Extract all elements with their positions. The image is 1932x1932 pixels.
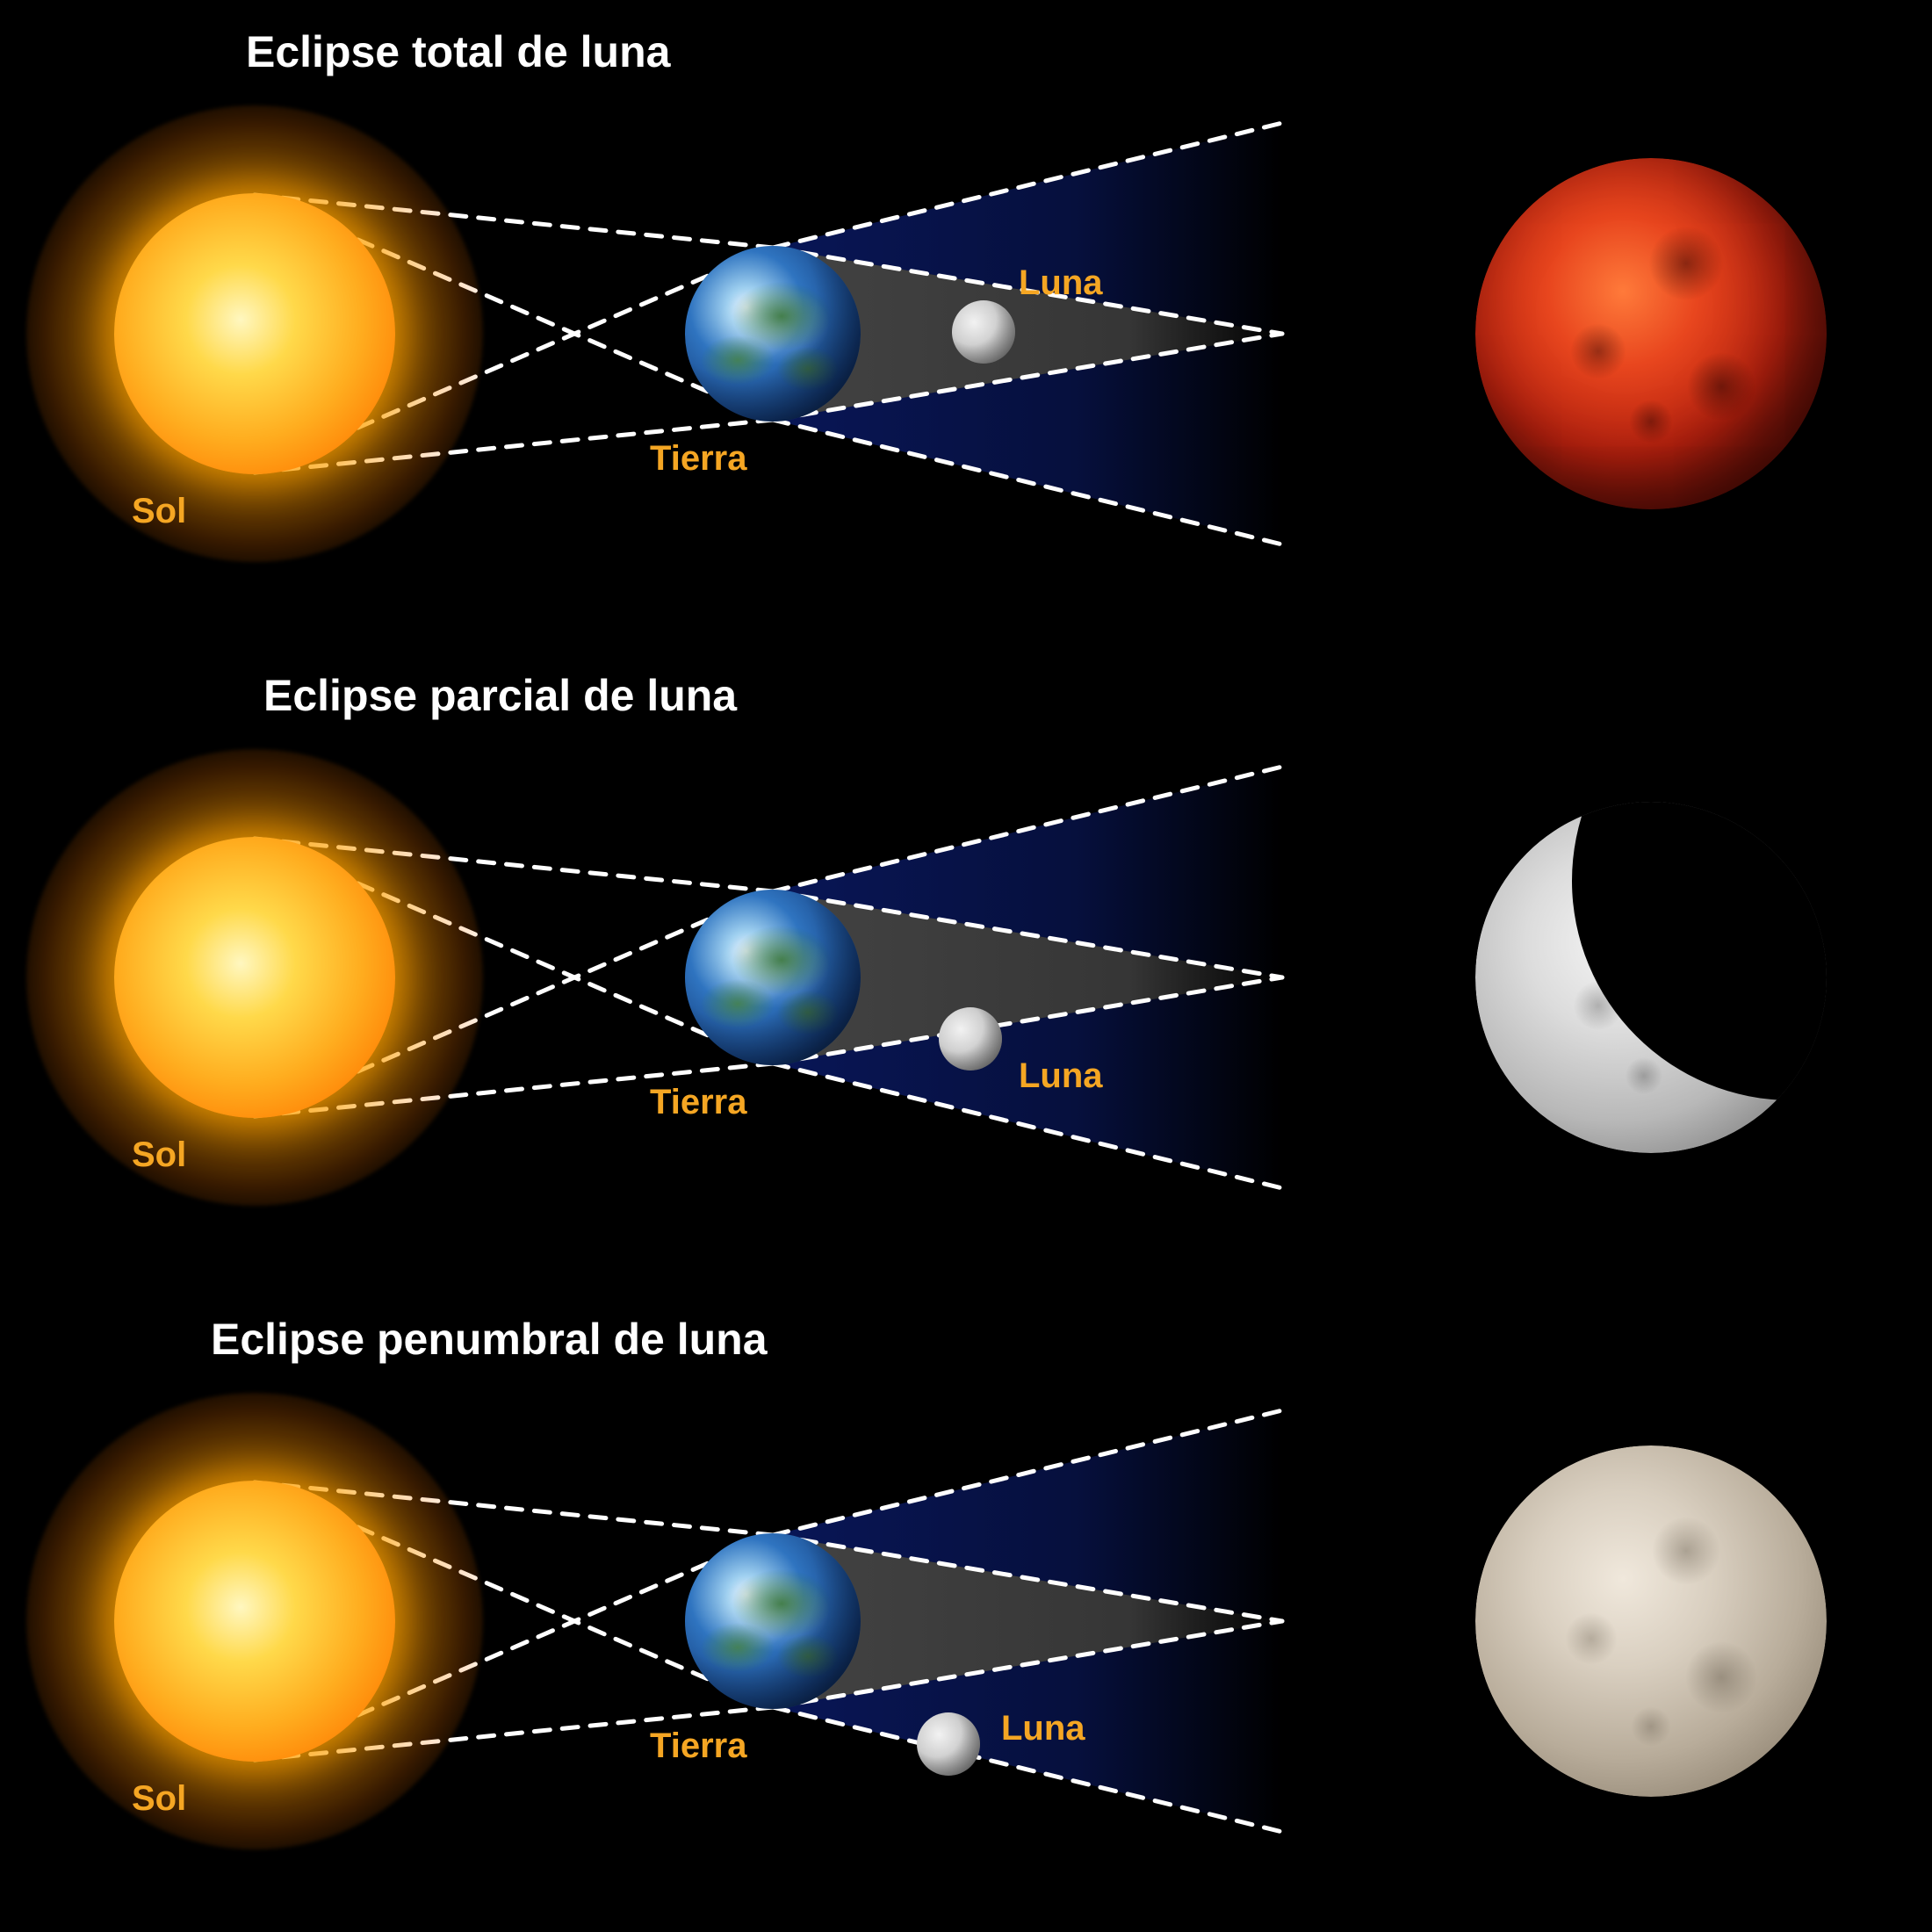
label-moon: Luna [1001, 1709, 1085, 1748]
moon-diagram [952, 300, 1015, 364]
earth [685, 1533, 861, 1709]
earth [685, 890, 861, 1065]
label-earth: Tierra [650, 1727, 746, 1766]
label-earth: Tierra [650, 1083, 746, 1122]
panel-title: Eclipse total de luna [246, 26, 670, 77]
sun [114, 837, 395, 1118]
result-moon-wrap [1475, 1445, 1827, 1797]
label-moon: Luna [1019, 263, 1103, 303]
result-moon [1475, 1445, 1827, 1797]
label-sun: Sol [132, 492, 186, 531]
eclipse-infographic: Eclipse total de lunaSolTierraLunaEclips… [0, 0, 1932, 1932]
sun [114, 193, 395, 474]
label-sun: Sol [132, 1779, 186, 1819]
result-moon [1475, 158, 1827, 509]
result-moon-wrap [1475, 158, 1827, 509]
earth [685, 246, 861, 422]
panel-title: Eclipse penumbral de luna [211, 1314, 768, 1365]
label-moon: Luna [1019, 1056, 1103, 1096]
panel-total: Eclipse total de luna Sol Tierra Luna [0, 0, 1932, 644]
panel-title: Eclipse parcial de luna [263, 670, 737, 721]
result-moon-wrap [1475, 802, 1827, 1153]
panel-partial: Eclipse parcial de luna Sol Tierra Luna [0, 644, 1932, 1287]
sun [114, 1481, 395, 1762]
label-earth: Tierra [650, 439, 746, 479]
moon-diagram [917, 1712, 980, 1776]
panel-penumbral: Eclipse penumbral de luna Sol Tierra Luna [0, 1287, 1932, 1931]
moon-diagram [939, 1007, 1002, 1071]
label-sun: Sol [132, 1135, 186, 1175]
